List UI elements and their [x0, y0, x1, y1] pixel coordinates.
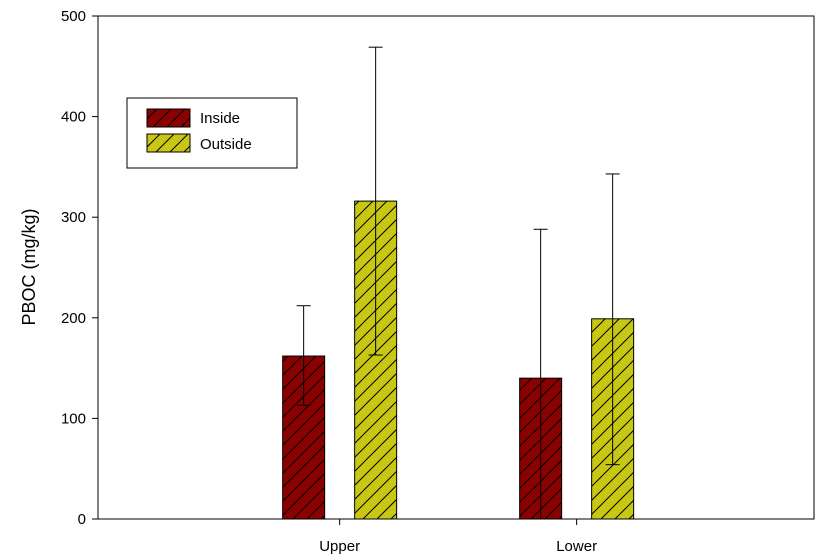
legend-swatch-inside — [146, 108, 191, 128]
error-bar-inside-upper — [296, 305, 311, 406]
x-axis: Upper Lower — [319, 519, 597, 555]
legend-swatch-outside — [146, 133, 191, 153]
plot-area-border — [97, 15, 815, 520]
error-bar-outside-upper — [368, 46, 383, 356]
y-tick-label: 200 — [61, 310, 86, 327]
y-axis: 0 100 200 300 400 500 — [61, 8, 98, 528]
y-tick-label: 0 — [78, 511, 86, 528]
bars — [282, 200, 635, 520]
plot-frame — [97, 15, 815, 520]
y-tick-label: 500 — [61, 8, 86, 25]
x-tick-label-upper: Upper — [319, 538, 360, 555]
legend: Inside Outside — [126, 97, 298, 169]
legend-label-inside: Inside — [200, 110, 240, 127]
error-bars — [296, 46, 620, 519]
error-bar-inside-lower — [533, 228, 548, 519]
x-tick-label-lower: Lower — [556, 538, 597, 555]
y-tick-label: 300 — [61, 209, 86, 226]
error-bar-outside-lower — [605, 173, 620, 466]
y-tick-label: 100 — [61, 410, 86, 427]
y-tick-label: 400 — [61, 109, 86, 126]
legend-label-outside: Outside — [200, 136, 252, 153]
y-axis-title: PBOC (mg/kg) — [19, 208, 39, 325]
